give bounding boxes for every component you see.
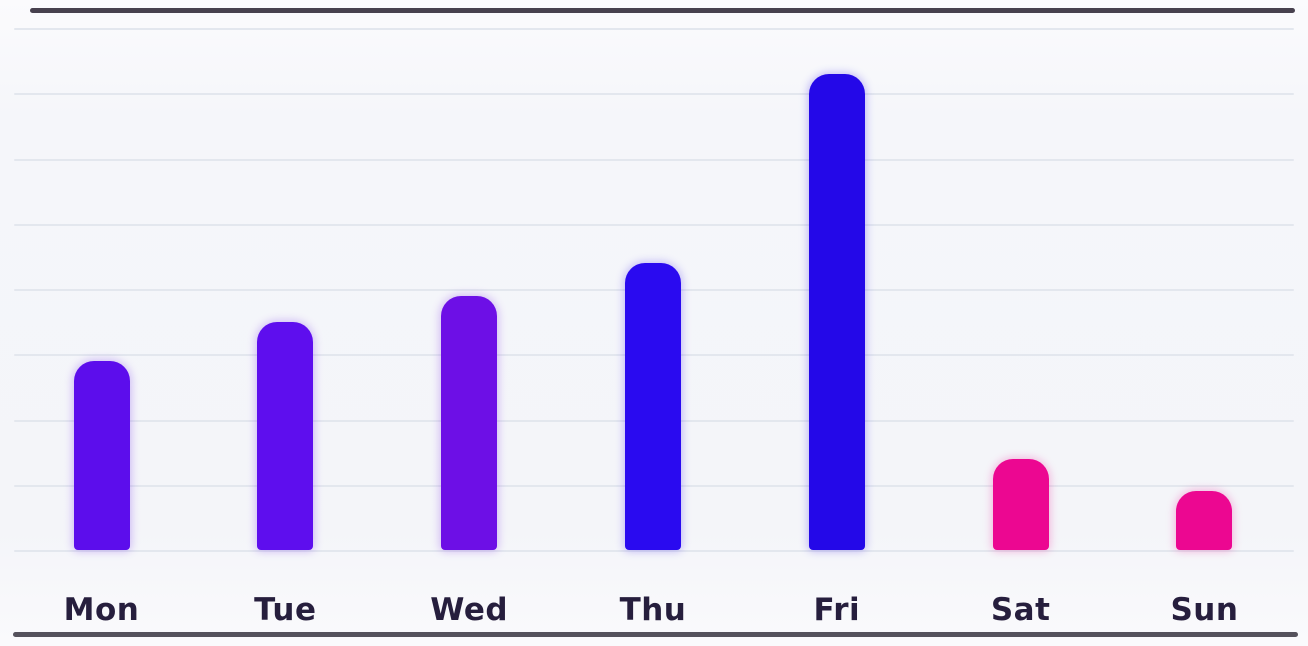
bar-tue [257,321,314,550]
gridline [14,223,1294,226]
x-axis-label-sat: Sat [990,592,1051,628]
top-rule-line [30,8,1295,13]
x-axis-label-sun: Sun [1170,592,1239,628]
gridline [14,28,1294,30]
gridline [14,93,1294,96]
x-axis-label-wed: Wed [430,592,509,628]
x-axis-label-tue: Tue [254,592,317,628]
gridline [14,158,1294,161]
x-axis-label-thu: Thu [619,592,687,628]
bar-wed [441,295,498,550]
bottom-axis-line [13,632,1298,637]
bar-mon [73,360,130,550]
gridline [14,550,1294,552]
bar-sun [1176,491,1233,550]
bar-fri [808,73,865,550]
x-axis-label-fri: Fri [813,592,861,628]
x-axis-label-mon: Mon [63,592,140,628]
bar-thu [624,262,681,550]
bar-sat [992,458,1049,550]
